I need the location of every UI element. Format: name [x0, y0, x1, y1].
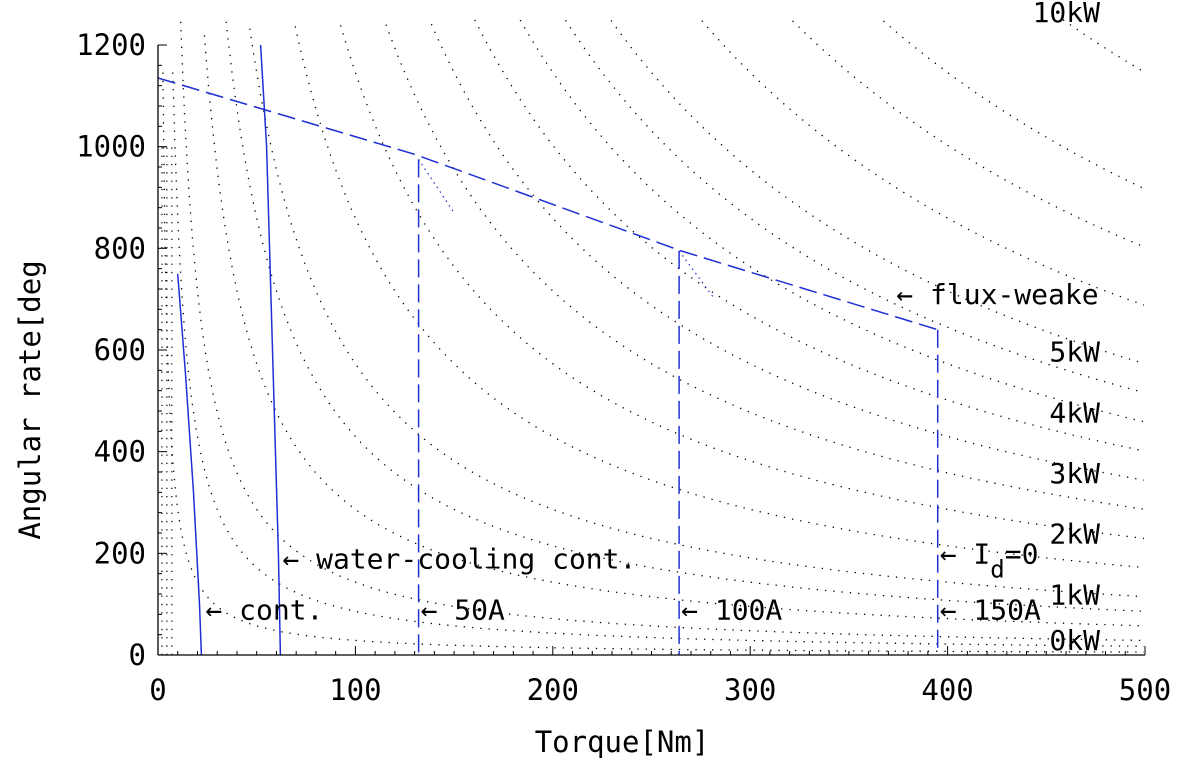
power-label: 0kW	[1049, 624, 1100, 657]
series-line-1	[176, 273, 203, 655]
x-tick-label: 500	[1119, 673, 1171, 707]
y-tick-label: 400	[94, 435, 146, 469]
power-contour	[610, 20, 1145, 365]
x-tick-label: 0	[149, 673, 166, 707]
power-label: 5kW	[1049, 336, 1100, 369]
power-contour	[225, 21, 1145, 612]
annotation: ← 50A	[421, 593, 505, 626]
y-tick-label: 600	[94, 333, 146, 367]
power-contours	[161, 19, 1145, 655]
x-tick-label: 100	[329, 673, 381, 707]
annotation: ← cont.	[205, 593, 323, 626]
annotation: ← flux-weake	[896, 278, 1098, 311]
power-contour	[203, 35, 1144, 627]
power-contour	[882, 20, 1145, 190]
tick-labels: 0 100 200 300 400 500 0 200 400 600 800 1000 1200	[76, 28, 1171, 707]
power-contour	[294, 26, 1145, 569]
power-label: 1kW	[1049, 578, 1100, 611]
y-axis-title: Angular rate[deg	[13, 260, 47, 539]
y-tick-label: 0	[129, 638, 146, 672]
power-contour	[249, 28, 1145, 598]
axes	[157, 44, 1146, 656]
power-contour	[792, 20, 1145, 248]
power-contour	[701, 20, 1145, 306]
power-contour	[430, 23, 1145, 481]
power-contour	[385, 24, 1145, 510]
annotation: ← 100A	[681, 593, 782, 626]
x-tick-label: 300	[724, 673, 776, 707]
power-label: 3kW	[1049, 457, 1100, 490]
annotation-tail: =0	[1005, 537, 1039, 570]
power-label: 2kW	[1049, 518, 1100, 551]
x-axis-title: Torque[Nm]	[535, 725, 710, 759]
annotation-subscript: d	[990, 555, 1004, 583]
annotation: ← 150A	[940, 593, 1041, 626]
x-tick-label: 400	[921, 673, 973, 707]
y-tick-label: 1000	[76, 130, 146, 164]
annotation: ← Id=0	[940, 537, 1039, 583]
series-line-3	[158, 77, 938, 331]
power-label: 4kW	[1049, 396, 1100, 429]
annotation: ← water-cooling cont.	[282, 542, 636, 575]
annotations: ← cont. ← water-cooling cont. ← 50A ← 100A ←…	[205, 278, 1098, 626]
y-tick-label: 200	[94, 536, 146, 570]
power-contour	[474, 19, 1145, 452]
weakening-guide	[678, 250, 716, 300]
x-tick-label: 200	[527, 673, 579, 707]
power-labels: 0kW 1kW 2kW 3kW 4kW 5kW 10kW	[1033, 0, 1101, 657]
data-series	[158, 44, 939, 655]
series-line-2	[259, 44, 282, 655]
power-label: 10kW	[1033, 0, 1101, 29]
y-tick-label: 1200	[76, 28, 146, 62]
y-tick-label: 800	[94, 231, 146, 265]
